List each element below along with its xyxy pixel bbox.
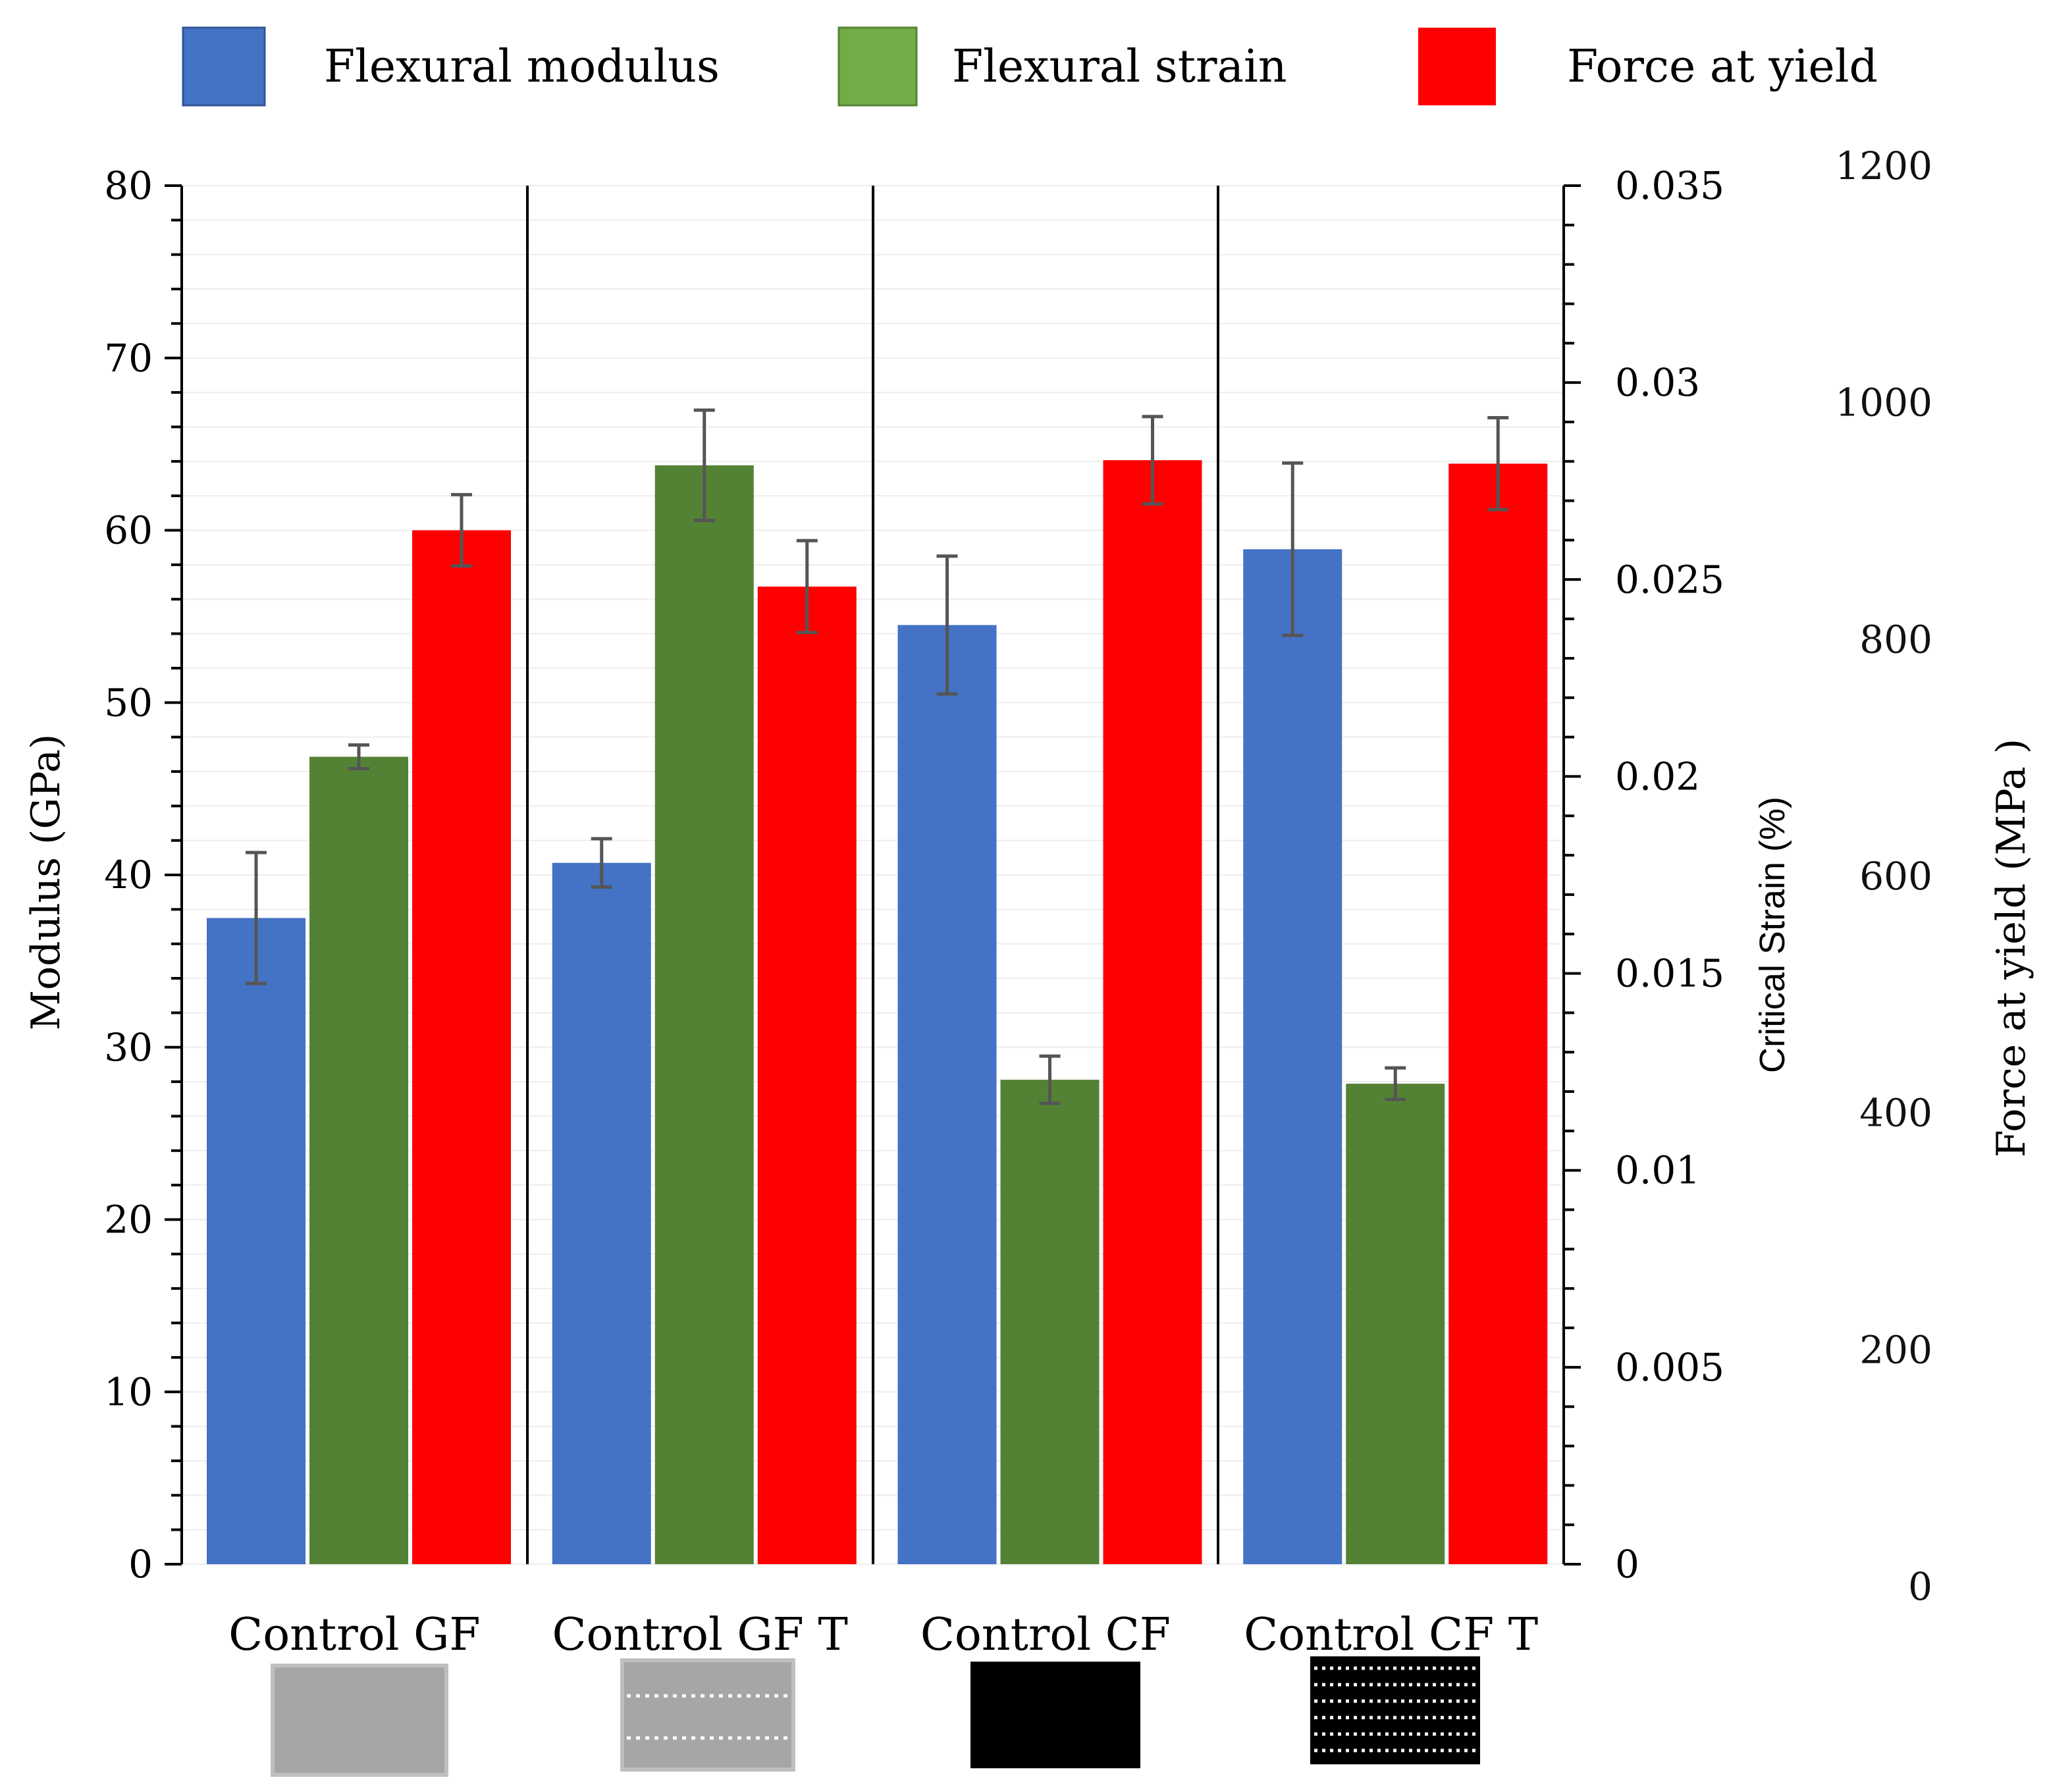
right-tick-label: 200 bbox=[1859, 1327, 1932, 1372]
left-axis-ticks: 0 10 20 30 40 50 60 70 80 bbox=[104, 163, 182, 1587]
bar-force-at-yield bbox=[757, 587, 857, 1564]
bars bbox=[207, 460, 1548, 1565]
bar-flexural-modulus bbox=[1243, 549, 1342, 1564]
bar-flexural-strain bbox=[309, 756, 408, 1564]
bar-flexural-modulus bbox=[552, 862, 651, 1564]
left-tick-label: 30 bbox=[104, 1025, 153, 1070]
error-bars bbox=[246, 408, 1509, 1105]
swatch-control-gf bbox=[271, 1664, 448, 1777]
left-tick-label: 70 bbox=[104, 336, 153, 381]
category-label: Control GF bbox=[228, 1609, 480, 1661]
right-tick-label: 0 bbox=[1908, 1564, 1932, 1609]
legend-label-force-at-yield: Force at yield bbox=[1567, 41, 1878, 93]
swatch-control-cf bbox=[970, 1662, 1140, 1768]
middle-axis-ticks: 0 0.005 0.01 0.015 0.02 0.025 0.03 0.035 bbox=[1564, 163, 1724, 1587]
right-axis-label: Force at yield (MPa ) bbox=[1988, 739, 2034, 1157]
legend-swatch-flexural-strain bbox=[837, 26, 918, 107]
left-tick-label: 40 bbox=[104, 853, 153, 897]
left-axis-label: Modulus (GPa) bbox=[23, 734, 69, 1031]
right-tick-label: 400 bbox=[1859, 1091, 1932, 1136]
right-axis-ticks: 0 200 400 600 800 1000 1200 bbox=[1835, 144, 1932, 1609]
middle-tick-label: 0.03 bbox=[1615, 360, 1700, 405]
middle-tick-label: 0.01 bbox=[1615, 1148, 1700, 1193]
bar-flexural-strain bbox=[1000, 1080, 1100, 1564]
category-label: Control CF bbox=[920, 1609, 1171, 1661]
right-tick-label: 1000 bbox=[1835, 381, 1932, 425]
bar-flexural-modulus bbox=[897, 625, 997, 1564]
legend-label-flexural-strain: Flexural strain bbox=[952, 41, 1287, 93]
left-tick-label: 50 bbox=[104, 680, 153, 725]
bar-force-at-yield bbox=[1103, 460, 1202, 1565]
legend: Flexural modulus Flexural strain Force a… bbox=[182, 26, 1878, 107]
bar-force-at-yield bbox=[412, 530, 511, 1564]
middle-tick-label: 0.025 bbox=[1615, 557, 1724, 602]
legend-label-flexural-modulus: Flexural modulus bbox=[324, 41, 720, 93]
left-tick-label: 0 bbox=[128, 1542, 153, 1587]
legend-swatch-flexural-modulus bbox=[182, 26, 266, 107]
right-tick-label: 800 bbox=[1859, 617, 1932, 662]
bar-flexural-modulus bbox=[207, 918, 305, 1564]
category-label: Control CF T bbox=[1244, 1609, 1538, 1661]
category-labels: Control GF Control GF T Control CF Control … bbox=[228, 1609, 1538, 1661]
middle-tick-label: 0.015 bbox=[1615, 951, 1724, 996]
left-tick-label: 20 bbox=[104, 1198, 153, 1242]
middle-axis-label: Critical Strain (%) bbox=[1753, 797, 1792, 1073]
bar-force-at-yield bbox=[1448, 463, 1548, 1564]
middle-tick-label: 0.02 bbox=[1615, 754, 1700, 799]
right-tick-label: 600 bbox=[1859, 854, 1932, 899]
left-tick-label: 80 bbox=[104, 163, 153, 208]
left-tick-label: 60 bbox=[104, 508, 153, 553]
swatch-control-cf-t bbox=[1310, 1656, 1480, 1764]
category-label: Control GF T bbox=[552, 1609, 847, 1661]
bar-flexural-strain bbox=[654, 465, 754, 1564]
material-swatches bbox=[271, 1656, 1480, 1777]
middle-tick-label: 0.035 bbox=[1615, 163, 1724, 208]
left-tick-label: 10 bbox=[104, 1369, 153, 1414]
legend-swatch-force-at-yield bbox=[1418, 28, 1496, 105]
bar-flexural-strain bbox=[1346, 1084, 1445, 1564]
right-tick-label: 1200 bbox=[1835, 144, 1932, 188]
middle-tick-label: 0 bbox=[1615, 1542, 1639, 1587]
middle-tick-label: 0.005 bbox=[1615, 1345, 1724, 1390]
swatch-control-gf-t bbox=[620, 1658, 795, 1772]
